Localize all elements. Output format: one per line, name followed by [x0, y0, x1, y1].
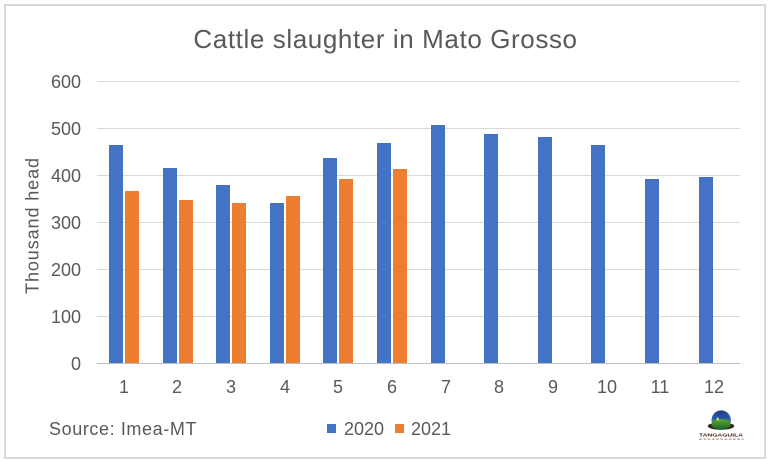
svg-text:TANGAGUILA: TANGAGUILA: [699, 432, 744, 438]
